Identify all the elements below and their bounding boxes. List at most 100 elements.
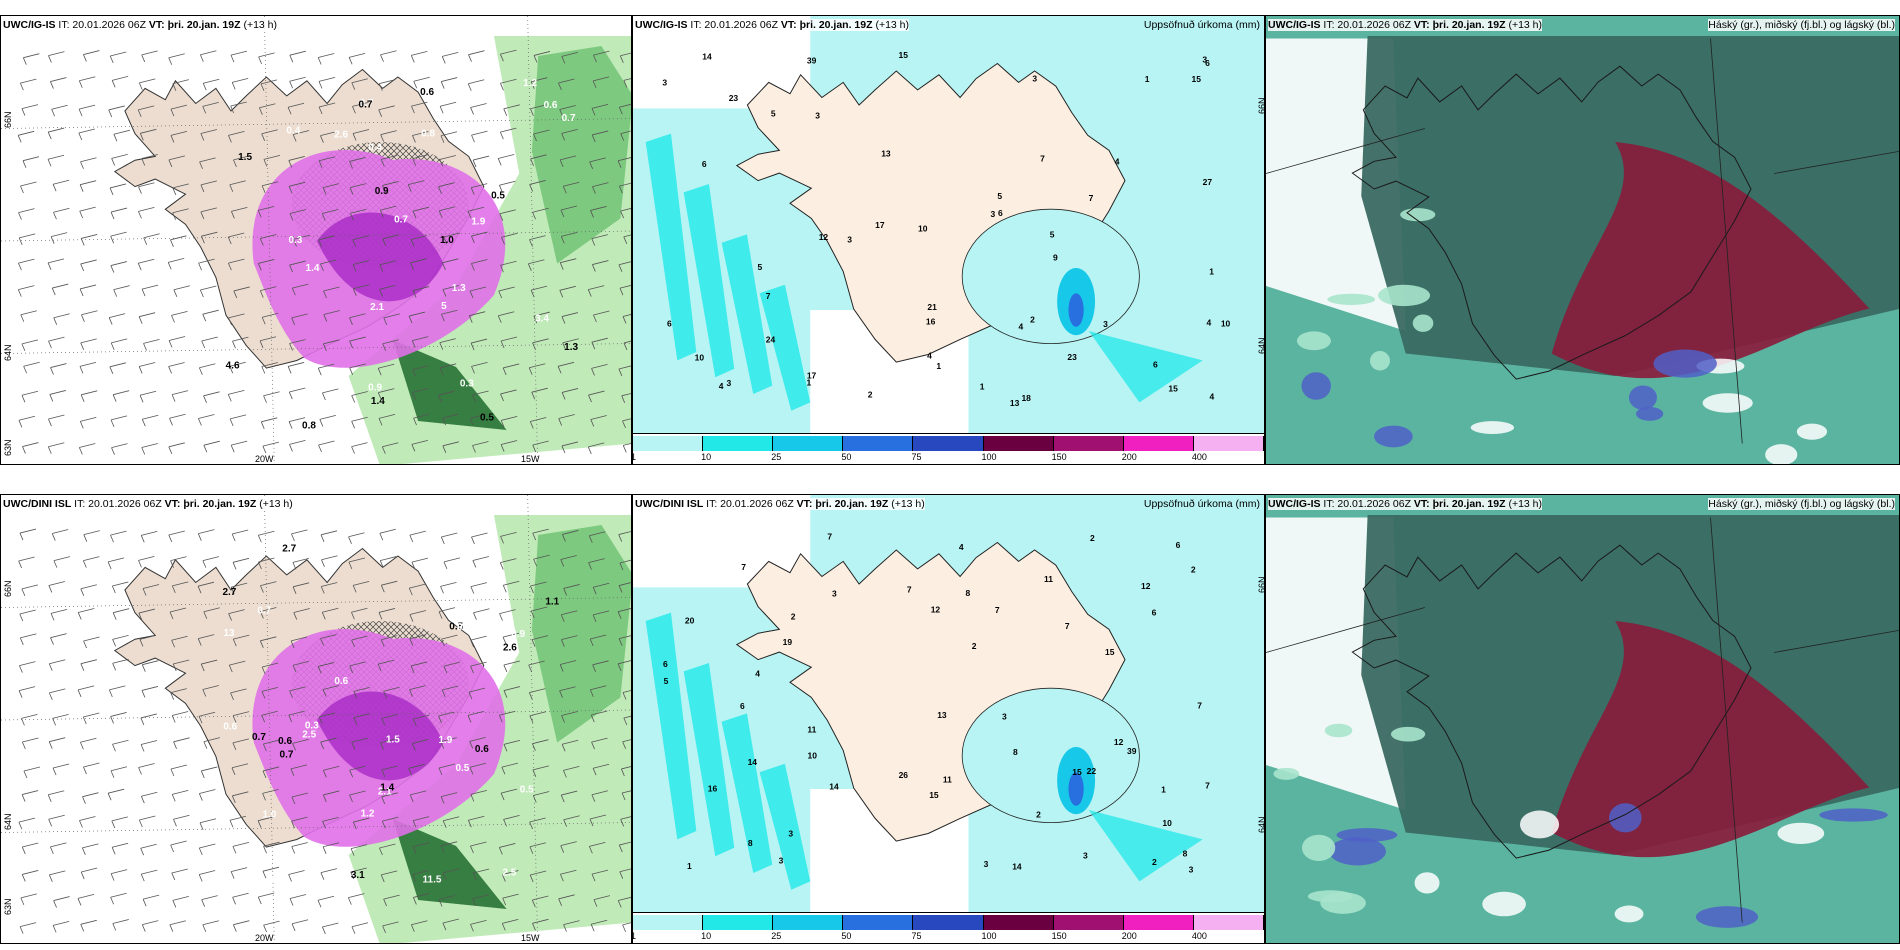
wind-barb (170, 131, 188, 136)
wind-barb-tick (532, 212, 536, 220)
field-label: Uppsöfnuð úrkoma (mm) (1143, 498, 1260, 510)
wind-barb-tick (591, 368, 595, 376)
wind-barb-tick (198, 793, 203, 801)
precip-value: 3.4 (535, 314, 549, 325)
precip-value: 0.7 (280, 749, 294, 760)
low-cloud-patch (1414, 872, 1440, 894)
wind-barb-tick (318, 81, 323, 89)
map-clouds-bottom (1266, 495, 1899, 943)
wind-barb-tick (322, 846, 327, 854)
wind-barb-tick (349, 794, 353, 803)
wind-barb-tick (169, 418, 173, 426)
wind-barb-tick (142, 588, 147, 596)
wind-barb (410, 790, 427, 796)
wind-barb-tick (560, 794, 565, 803)
wind-barb (409, 634, 426, 640)
graticule-line (1266, 607, 1425, 653)
wind-barb-tick (559, 262, 564, 270)
wind-barb-tick (410, 924, 415, 932)
precip-value: 5 (664, 676, 669, 686)
precip-value: 17 (875, 220, 885, 230)
colorbar-swatch (983, 915, 1054, 930)
wind-barb-tick (318, 160, 323, 168)
wind-barb-tick (469, 418, 474, 426)
wind-barb (351, 607, 368, 613)
wind-barb (229, 815, 247, 821)
wind-barb-tick (261, 185, 266, 193)
wind-barb-tick (203, 741, 208, 749)
init-time: IT: 20.01.2026 06Z (703, 498, 797, 510)
model-name: UWC/DINI ISL (3, 498, 72, 510)
wind-barb (411, 51, 428, 56)
wind-barb (409, 685, 426, 690)
wind-barb (230, 50, 248, 56)
precip-value: 0.6 (420, 87, 434, 98)
wind-barb-tick (262, 793, 266, 801)
wind-barb (201, 766, 218, 772)
wind-barb (349, 313, 366, 319)
wind-barb (230, 101, 247, 107)
wind-barb (502, 893, 519, 899)
wind-barb (593, 582, 610, 588)
wind-barb-tick (377, 368, 382, 376)
wind-barb (441, 309, 458, 315)
precip-purple-area (317, 691, 444, 781)
wind-barb (172, 581, 189, 587)
wind-barb (81, 390, 98, 396)
wind-barb (172, 208, 189, 214)
wind-barb (503, 104, 520, 110)
wind-barb-tick (198, 418, 202, 426)
valid-time-label: VT: (796, 498, 813, 510)
wind-barb (499, 609, 516, 615)
wind-barb-tick (111, 585, 116, 594)
wind-barb (620, 208, 631, 212)
wind-barb (47, 258, 65, 264)
wind-barb-tick (471, 366, 475, 374)
precip-value: 7 (1065, 621, 1070, 631)
wind-barb (588, 558, 605, 563)
wind-barb-tick (173, 289, 178, 297)
colorbar-swatch (1193, 915, 1264, 930)
wind-barb (442, 52, 459, 57)
wind-barb-tick (350, 213, 354, 221)
wind-barb-tick (619, 562, 624, 571)
wind-barb (563, 181, 580, 187)
wind-barb-tick (470, 665, 474, 674)
wind-barb (231, 206, 248, 212)
wind-barb (381, 870, 398, 876)
wind-barb (562, 739, 579, 745)
wind-barb (560, 205, 578, 211)
precip-value: 10 (918, 224, 928, 234)
precip-value: 14 (702, 51, 712, 61)
wind-barb (501, 415, 518, 421)
precip-value: 1 (1209, 267, 1214, 277)
graticule-line (1, 118, 631, 129)
wind-barb-tick (110, 534, 114, 543)
wind-barb (591, 364, 608, 369)
wind-barb (498, 154, 515, 159)
colorbar-swatch (843, 915, 914, 930)
low-cloud-patch (1777, 822, 1825, 844)
wind-barb-tick (380, 874, 385, 883)
lat-label: 64N (1257, 337, 1265, 354)
precip-value: 2.5 (302, 730, 316, 741)
wind-barb (49, 870, 66, 876)
wind-barb (349, 661, 366, 667)
precip-value: 2.6 (503, 643, 517, 654)
wind-barb-tick (589, 161, 594, 170)
wind-barb (170, 556, 187, 562)
wind-barb-tick (288, 874, 292, 882)
wind-barb-tick (20, 897, 25, 906)
wind-barb-tick (353, 717, 358, 725)
wind-barb-tick (617, 160, 622, 168)
light-cloud-patch (1324, 723, 1353, 738)
wind-barb (473, 608, 490, 614)
wind-barb-tick (532, 795, 537, 803)
wind-barb-tick (50, 236, 55, 244)
wind-barb-tick (52, 718, 56, 726)
wind-barb-tick (17, 135, 22, 143)
wind-barb-tick (412, 290, 417, 298)
wind-barb-tick (470, 639, 475, 648)
precip-value: 0.6 (278, 736, 292, 747)
wind-barb (289, 339, 306, 344)
